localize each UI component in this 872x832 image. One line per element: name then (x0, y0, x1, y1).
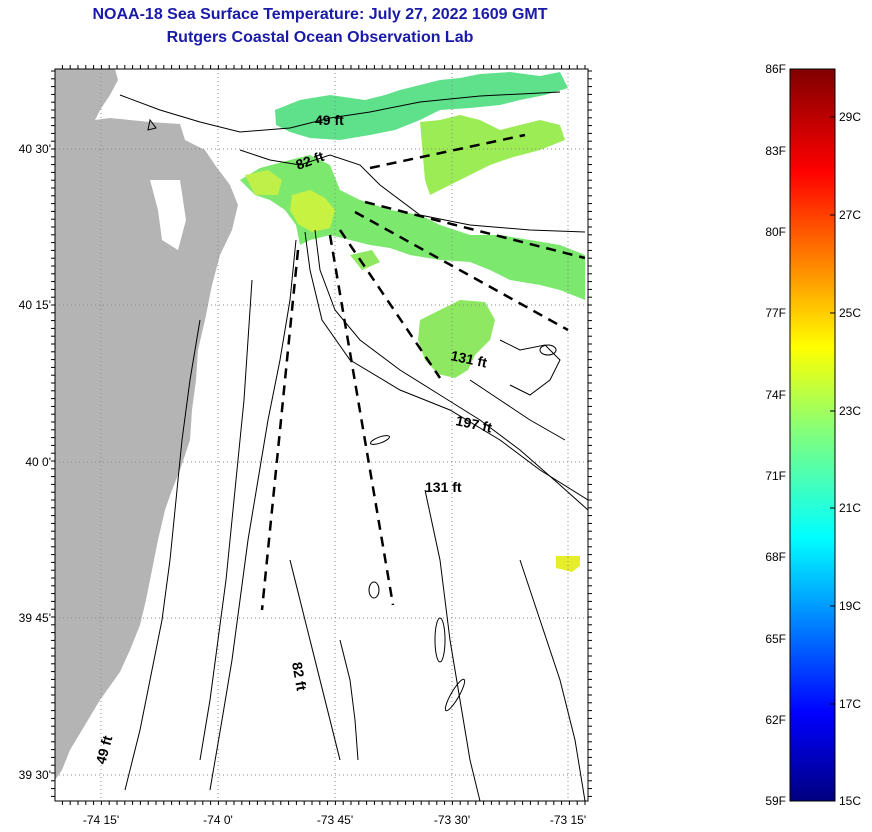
colorbar-celsius-labels: 29C 27C 25C 23C 21C 19C 17C 15C (839, 110, 861, 808)
map-subtitle: Rutgers Coastal Ocean Observation Lab (166, 29, 474, 46)
fahrenheit-label: 68F (765, 550, 786, 564)
sst-patches (240, 72, 585, 572)
land-mass (55, 69, 238, 780)
depth-label: 197 ft (454, 412, 493, 435)
map-ticks (51, 65, 592, 805)
depth-label: 131 ft (449, 347, 488, 370)
lat-label: 40 30' (19, 142, 51, 156)
lon-label: -74 0' (203, 813, 233, 827)
lat-label: 39 30' (19, 768, 51, 782)
celsius-label: 27C (839, 208, 861, 222)
lon-label: -73 45' (317, 813, 353, 827)
colorbar-ticks (830, 116, 835, 705)
fahrenheit-label: 59F (765, 794, 786, 808)
fahrenheit-label: 71F (765, 469, 786, 483)
fahrenheit-label: 65F (765, 632, 786, 646)
fahrenheit-label: 74F (765, 388, 786, 402)
celsius-label: 17C (839, 697, 861, 711)
map-title: NOAA-18 Sea Surface Temperature: July 27… (92, 6, 548, 23)
latitude-labels: 40 30' 40 15' 40 0' 39 45' 39 30' (19, 142, 51, 782)
celsius-label: 29C (839, 110, 861, 124)
map-grid (55, 69, 588, 801)
lat-label: 40 15' (19, 298, 51, 312)
land-notch (150, 180, 186, 250)
lon-label: -73 30' (434, 813, 470, 827)
transect-lines (260, 133, 586, 611)
colorbar (789, 68, 836, 802)
depth-label: 49 ft (315, 112, 344, 128)
fahrenheit-label: 80F (765, 225, 786, 239)
depth-labels: 49 ft 82 ft 131 ft 197 ft 131 ft 82 ft 4… (92, 112, 493, 766)
map-frame (54, 68, 589, 802)
lon-label: -73 15' (550, 813, 586, 827)
fahrenheit-label: 77F (765, 306, 786, 320)
longitude-labels: -74 15' -74 0' -73 45' -73 30' -73 15' (83, 813, 586, 827)
colorbar-fahrenheit-labels: 86F 83F 80F 77F 74F 71F 68F 65F 62F 59F (765, 62, 786, 808)
depth-label: 49 ft (92, 734, 115, 766)
lon-label: -74 15' (83, 813, 119, 827)
fahrenheit-label: 86F (765, 62, 786, 76)
celsius-label: 23C (839, 404, 861, 418)
fahrenheit-label: 83F (765, 144, 786, 158)
bathymetry-contours (119, 91, 588, 801)
celsius-label: 19C (839, 599, 861, 613)
celsius-label: 15C (839, 794, 861, 808)
map-area: 49 ft 82 ft 131 ft 197 ft 131 ft 82 ft 4… (55, 69, 588, 801)
depth-label: 82 ft (289, 661, 310, 692)
lat-label: 39 45' (19, 611, 51, 625)
lat-label: 40 0' (25, 455, 51, 469)
celsius-label: 25C (839, 306, 861, 320)
celsius-label: 21C (839, 501, 861, 515)
fahrenheit-label: 62F (765, 713, 786, 727)
depth-label: 131 ft (425, 479, 462, 495)
